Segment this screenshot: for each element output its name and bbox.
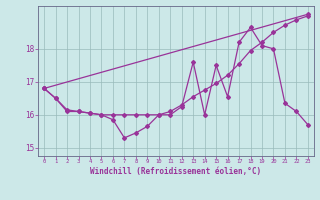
X-axis label: Windchill (Refroidissement éolien,°C): Windchill (Refroidissement éolien,°C) [91, 167, 261, 176]
